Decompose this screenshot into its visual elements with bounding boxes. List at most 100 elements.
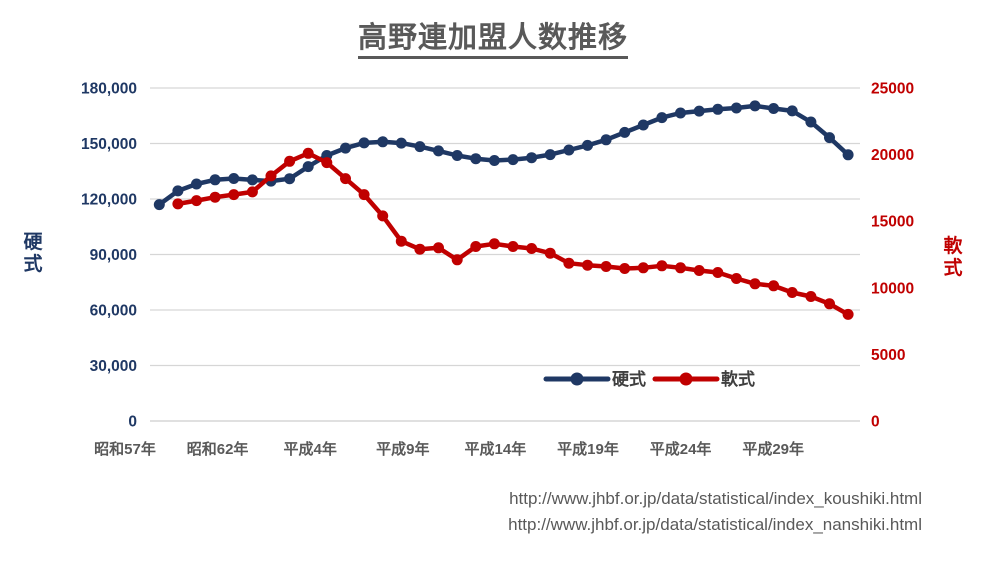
nanshiki-series-line [175, 151, 851, 317]
x-axis-tick-label: 平成24年 [650, 440, 712, 458]
nanshiki-data-point [656, 260, 668, 272]
koushiki-data-point [191, 178, 202, 190]
left-axis-tick-label: 90,000 [90, 247, 137, 264]
x-axis-tick-label: 昭和62年 [187, 440, 249, 458]
left-axis-tick-label: 0 [128, 414, 137, 431]
x-axis-tick-label: 平成19年 [557, 440, 619, 458]
x-axis-tick-label: 平成9年 [376, 440, 429, 458]
koushiki-data-point [246, 174, 258, 186]
nanshiki-data-point [414, 243, 426, 255]
koushiki-data-point [656, 112, 668, 124]
nanshiki-data-point [433, 242, 444, 254]
nanshiki-data-point [321, 157, 333, 169]
left-axis-tick-label: 180,000 [81, 81, 137, 98]
koushiki-data-point [619, 126, 631, 138]
nanshiki-data-point [265, 170, 277, 182]
nanshiki-data-point [842, 308, 854, 320]
right-axis-title: 軟式 [943, 234, 963, 279]
nanshiki-data-point [358, 189, 370, 201]
chart-title: 高野連加盟人数推移 [0, 14, 986, 59]
nanshiki-data-point [302, 147, 314, 159]
nanshiki-data-point [340, 173, 351, 185]
koushiki-data-point [600, 134, 612, 146]
koushiki-data-point [749, 100, 761, 112]
nanshiki-data-point [600, 261, 612, 272]
x-axis-tick-label: 平成14年 [465, 440, 527, 458]
koushiki-data-point [153, 199, 165, 211]
koushiki-data-point [414, 141, 426, 153]
koushiki-data-point [805, 116, 817, 128]
nanshiki-data-point [246, 186, 258, 198]
right-axis-tick-label: 0 [871, 414, 880, 431]
nanshiki-data-point [824, 298, 835, 310]
nanshiki-data-point [172, 198, 184, 210]
nanshiki-data-point [730, 273, 742, 284]
right-axis-tick-label: 15000 [871, 214, 914, 231]
koushiki-data-point [768, 103, 780, 114]
nanshiki-data-point [563, 257, 575, 269]
legend-label: 硬式 [612, 369, 646, 389]
left-axis-tick-label: 30,000 [90, 358, 137, 375]
koushiki-data-point [302, 161, 314, 173]
x-axis-tick-label: 昭和57年 [94, 440, 156, 458]
nanshiki-data-point [582, 259, 593, 271]
koushiki-data-point [563, 144, 575, 156]
koushiki-data-point [340, 142, 351, 154]
koushiki-data-point [507, 154, 519, 166]
x-axis-tick-label: 平成29年 [742, 440, 804, 458]
koushiki-data-point [470, 153, 482, 165]
nanshiki-data-point [768, 280, 780, 292]
right-axis-tick-label: 25000 [871, 81, 914, 98]
koushiki-data-point [488, 155, 500, 166]
koushiki-data-point [526, 152, 538, 164]
koushiki-data-point [730, 102, 742, 114]
right-axis-tick-label: 20000 [871, 147, 914, 164]
membership-chart: 180,000 150,000 120,000 90,000 60,000 30,000 0… [23, 81, 963, 459]
nanshiki-data-point [786, 287, 798, 298]
nanshiki-data-point [209, 191, 221, 203]
nanshiki-data-point [451, 254, 463, 266]
koushiki-data-point [358, 137, 370, 149]
source-url-nanshiki: http://www.jhbf.or.jp/data/statistical/i… [508, 515, 922, 534]
left-axis-title: 硬式 [23, 231, 43, 275]
nanshiki-data-point [488, 238, 500, 250]
nanshiki-data-point [749, 278, 761, 290]
koushiki-data-point [842, 149, 854, 161]
koushiki-data-point [544, 149, 556, 161]
koushiki-data-point [395, 137, 407, 149]
nanshiki-data-point [377, 210, 389, 222]
nanshiki-data-point [395, 235, 407, 247]
koushiki-data-point [712, 103, 724, 115]
nanshiki-data-point [712, 267, 724, 278]
nanshiki-data-point [470, 241, 482, 252]
koushiki-data-point [637, 119, 649, 131]
koushiki-data-point [172, 185, 184, 197]
nanshiki-data-point [693, 265, 705, 276]
left-axis-tick-label: 120,000 [81, 192, 137, 209]
legend-marker-dot [570, 372, 584, 386]
koushiki-data-point [228, 173, 240, 184]
koushiki-series-line [157, 103, 851, 207]
nanshiki-data-point [805, 291, 817, 302]
nanshiki-data-point [637, 262, 649, 274]
nanshiki-data-point [526, 243, 538, 254]
koushiki-data-point [582, 139, 593, 151]
x-axis-tick-label: 平成4年 [284, 440, 337, 458]
koushiki-data-point [284, 173, 296, 185]
chart-title-text: 高野連加盟人数推移 [357, 22, 628, 59]
koushiki-data-point [377, 136, 389, 148]
source-urls: http://www.jhbf.or.jp/data/statistical/i… [508, 486, 922, 538]
nanshiki-data-point [544, 247, 556, 259]
koushiki-data-point [824, 132, 835, 144]
nanshiki-data-point [228, 189, 240, 201]
nanshiki-data-point [619, 263, 631, 274]
koushiki-data-point [675, 107, 686, 119]
nanshiki-data-point [191, 195, 202, 207]
nanshiki-data-point [284, 155, 296, 167]
legend-label: 軟式 [721, 369, 755, 389]
right-axis-tick-label: 5000 [871, 347, 905, 364]
koushiki-data-point [209, 174, 221, 186]
koushiki-data-point [433, 145, 444, 157]
left-axis-tick-label: 60,000 [90, 303, 137, 320]
